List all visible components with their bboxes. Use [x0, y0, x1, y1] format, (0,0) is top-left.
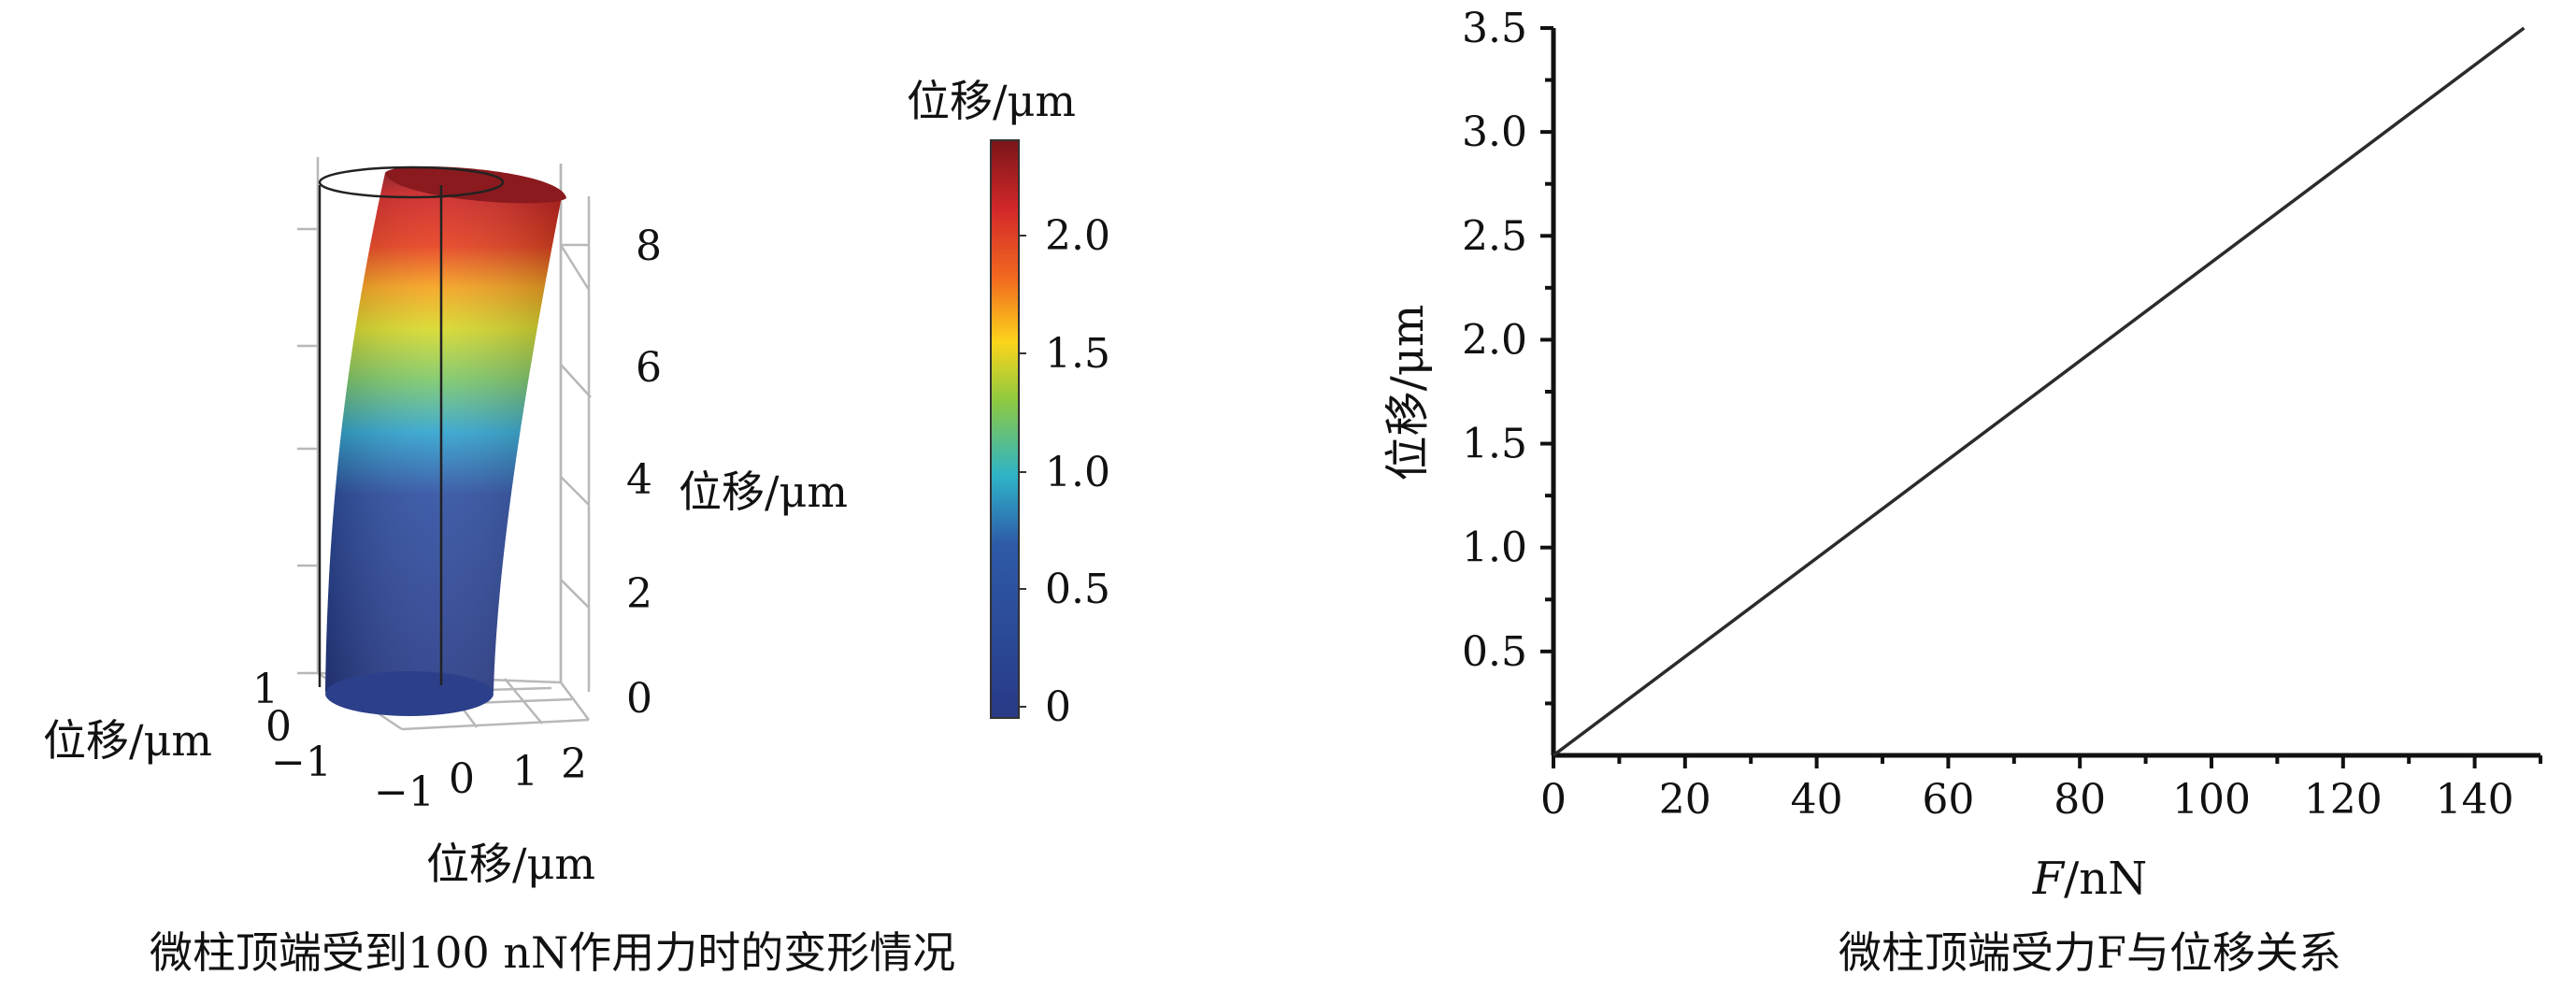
colorbar-tick-1-5: 1.5 — [1045, 330, 1110, 378]
y-tick-label: 2.5 — [1462, 212, 1527, 260]
y-axis-label: 位移/μm — [43, 715, 212, 766]
colorbar-tick-0: 0 — [1045, 683, 1071, 731]
x-axis-title-var: F — [2032, 853, 2066, 905]
right-caption: 微柱顶端受力F与位移关系 — [1839, 927, 2341, 978]
y-tick-label: 1.0 — [1462, 524, 1527, 572]
x-tick-2: 2 — [561, 740, 587, 788]
deformed-micropillar — [325, 166, 566, 716]
x-tick-label: 40 — [1791, 776, 1843, 824]
y-tick-label: 3.5 — [1462, 5, 1527, 52]
chart-axes: 0 20 40 60 80 100 120 140 0.5 1.0 1.5 2.0 2.5 3.0 3.5 — [1462, 5, 2542, 824]
x-tick-0: 0 — [449, 755, 475, 803]
series-line-0 — [1552, 26, 2526, 757]
x-axis-title-unit: /nN — [2064, 853, 2147, 905]
y-axis-title: 位移/μm — [1381, 305, 1434, 481]
left-caption: 微柱顶端受到100 nN作用力时的变形情况 — [150, 927, 955, 978]
y-tick-label: 3.0 — [1462, 108, 1527, 156]
x-tick-label: 60 — [1922, 776, 1974, 824]
right-panel: 0 20 40 60 80 100 120 1400.51.01.52.02.53.03.5 … — [1381, 5, 2542, 978]
y-tick-label: 1.5 — [1462, 421, 1527, 468]
left-panel: 8 6 4 2 0 位移/μm 1 0 −1 位移/μm −1 0 1 2 位移… — [43, 76, 1110, 978]
x-tick-neg1: −1 — [374, 768, 435, 816]
y-tick-0: 0 — [265, 703, 292, 751]
colorbar-tick-1-0: 1.0 — [1045, 449, 1110, 496]
z-tick-8: 8 — [636, 222, 662, 270]
y-tick-1: 1 — [252, 666, 279, 713]
colorbar-tick-0-5: 0.5 — [1045, 566, 1110, 613]
colorbar: 位移/μm 2.0 1.5 1.0 0.5 0 — [907, 76, 1110, 731]
x-tick-1: 1 — [512, 748, 538, 796]
x-tick-label: 120 — [2304, 776, 2383, 824]
y-tick-label: 0.5 — [1462, 628, 1527, 676]
colorbar-title: 位移/μm — [907, 76, 1076, 126]
colorbar-strip — [990, 139, 1020, 719]
z-tick-0: 0 — [626, 675, 652, 723]
x-axis-label: 位移/μm — [426, 839, 595, 889]
z-tick-2: 2 — [626, 570, 652, 618]
x-axis-title: F/nN — [2032, 853, 2147, 905]
x-tick-label: 140 — [2436, 776, 2514, 824]
reference-outline — [318, 165, 505, 687]
y-tick-label: 2.0 — [1462, 316, 1527, 364]
x-tick-label: 100 — [2172, 776, 2251, 824]
z-tick-6: 6 — [636, 344, 662, 392]
y-tick-neg1: −1 — [271, 739, 332, 786]
x-tick-label: 0 — [1540, 776, 1567, 824]
x-tick-label: 20 — [1659, 776, 1711, 824]
colorbar-tick-2-0: 2.0 — [1045, 212, 1110, 260]
x-tick-label: 80 — [2054, 776, 2106, 824]
z-tick-4: 4 — [626, 456, 652, 504]
chart-series — [1552, 26, 2526, 757]
z-axis-label: 位移/μm — [679, 466, 848, 517]
